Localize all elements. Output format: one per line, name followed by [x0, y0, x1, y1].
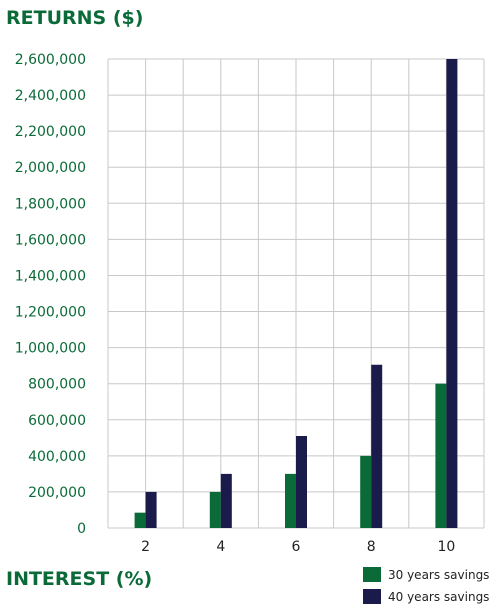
y-tick-label: 2,200,000	[15, 124, 86, 140]
bar-series-1-4	[209, 491, 221, 528]
y-tick-label: 800,000	[28, 377, 86, 393]
x-tick-label: 10	[437, 539, 455, 555]
y-tick-label: 2,000,000	[15, 160, 86, 176]
legend-label: 30 years savings	[388, 568, 489, 582]
y-tick-label: 2,400,000	[15, 88, 86, 104]
y-tick-label: 1,800,000	[15, 196, 86, 212]
y-axis-ticks: 0 200,000 400,000 600,000 800,000 1,000,000 1,…	[15, 52, 86, 537]
x-axis-ticks: 2 4 6 8 10	[141, 539, 455, 555]
x-axis-label: INTEREST (%)	[6, 568, 152, 590]
bar-series-2-6	[296, 436, 307, 528]
y-tick-label: 1,400,000	[15, 268, 86, 284]
bar-series-1-6	[285, 473, 296, 528]
legend-swatch	[363, 589, 381, 604]
legend-swatch	[363, 567, 381, 582]
x-tick-label: 6	[292, 539, 301, 555]
y-tick-label: 400,000	[28, 449, 86, 465]
bar-series-1-2	[134, 512, 146, 528]
x-tick-label: 8	[367, 539, 376, 555]
y-tick-label: 600,000	[28, 413, 86, 429]
bar-series-1-8	[360, 455, 372, 528]
y-tick-label: 1,200,000	[15, 305, 86, 321]
y-tick-label: 1,000,000	[15, 341, 86, 357]
bar-series-2-8	[371, 364, 383, 528]
y-tick-label: 1,600,000	[15, 232, 86, 248]
bar-series-2-2	[145, 491, 157, 528]
legend-label: 40 years savings	[388, 590, 489, 604]
x-tick-label: 4	[216, 539, 225, 555]
y-tick-label: 0	[77, 521, 86, 537]
chart-title: RETURNS ($)	[6, 7, 143, 29]
y-tick-label: 2,600,000	[15, 52, 86, 68]
bar-series-1-10	[435, 383, 447, 528]
bar-series-2-4	[220, 473, 232, 528]
bar-series-2-10	[446, 59, 458, 528]
x-tick-label: 2	[141, 539, 150, 555]
y-tick-label: 200,000	[28, 485, 86, 501]
bars	[134, 59, 458, 528]
legend: 30 years savings 40 years savings	[363, 567, 489, 604]
